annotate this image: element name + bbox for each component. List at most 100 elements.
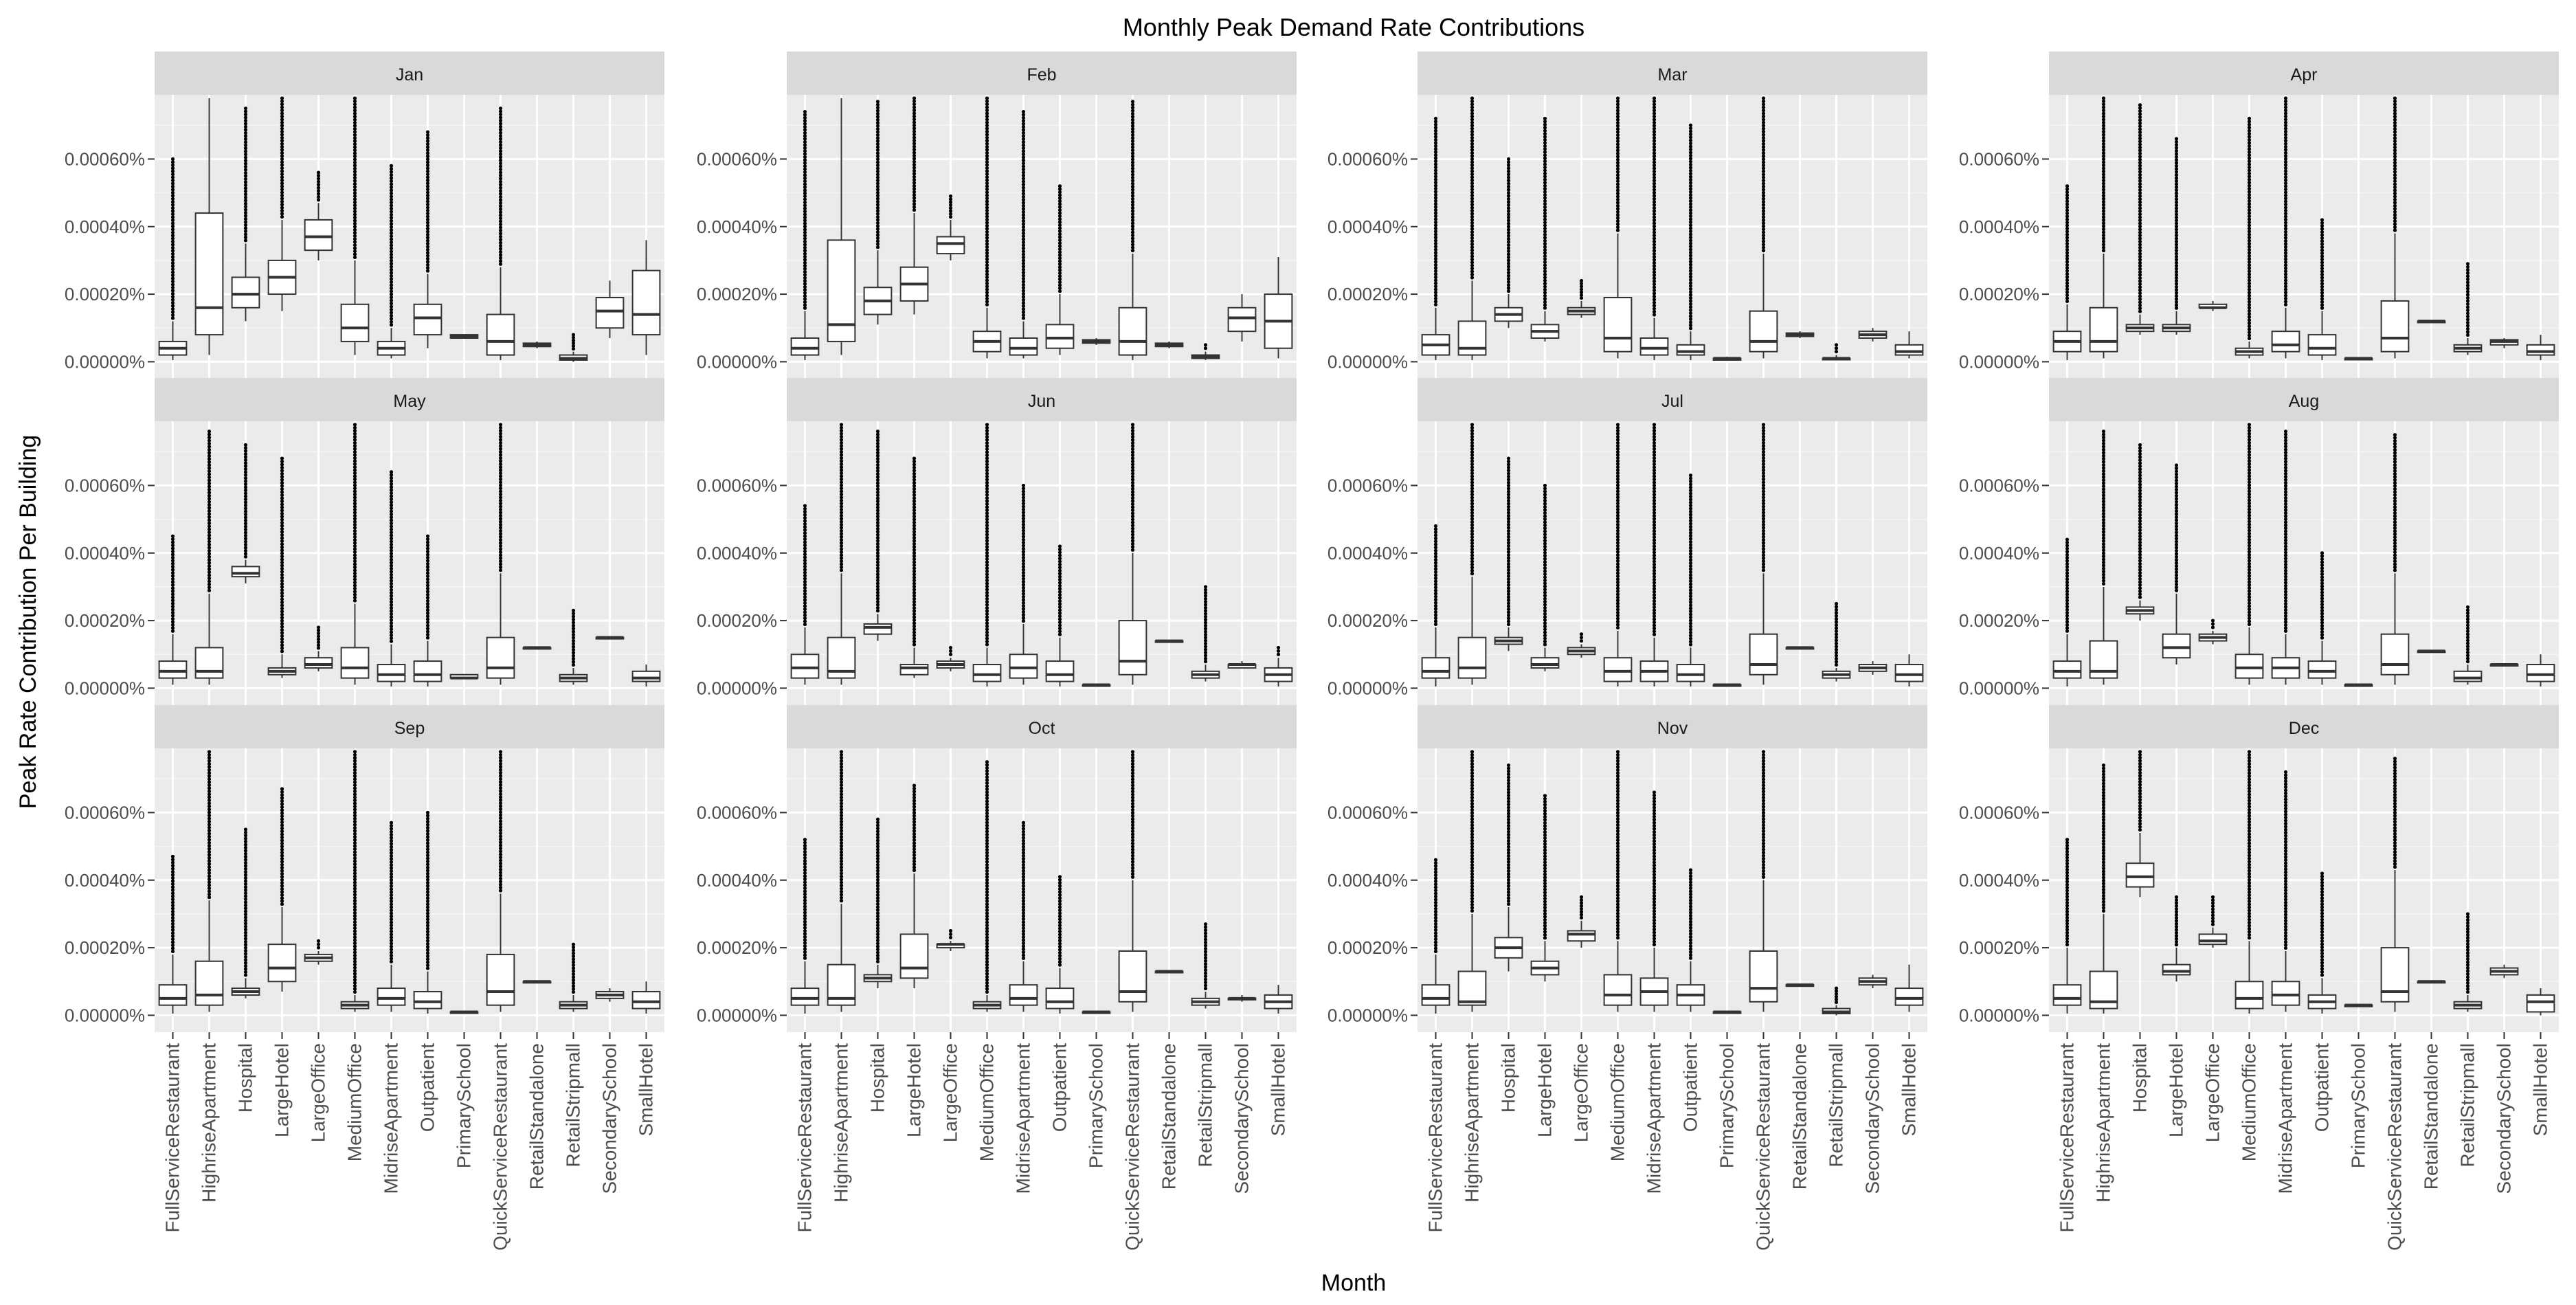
outlier-point [352, 471, 357, 476]
outlier-point [498, 107, 503, 111]
outlier-point [2174, 282, 2179, 286]
outlier-point [2465, 287, 2470, 291]
outlier-point [2247, 217, 2252, 221]
outlier-point [389, 896, 394, 900]
box-body [158, 984, 188, 1006]
outlier-point [243, 909, 248, 913]
outlier-point [1543, 129, 1547, 133]
outlier-point [1688, 226, 1693, 230]
outlier-point [1470, 242, 1475, 246]
outlier-point [1652, 252, 1657, 256]
outlier-point [2138, 553, 2142, 557]
outlier-point [1470, 267, 1475, 271]
outlier-point [2247, 330, 2252, 335]
outlier-point [1652, 456, 1657, 460]
outlier-point [2393, 99, 2397, 103]
outlier-point [803, 239, 807, 244]
outlier-point [1652, 425, 1657, 430]
outlier-point [498, 249, 503, 254]
outlier-point [2283, 251, 2288, 255]
outlier-point [1506, 179, 1511, 183]
outlier-point [1543, 153, 1547, 157]
outlier-point [1130, 166, 1135, 170]
outlier-point [1203, 645, 1208, 649]
outlier-point [1506, 227, 1511, 232]
outlier-point [912, 624, 917, 628]
outlier-point [2465, 645, 2470, 649]
box-mediumoffice [340, 423, 370, 685]
outlier-point [2393, 523, 2397, 527]
outlier-point [1688, 311, 1693, 315]
outlier-point [352, 592, 357, 596]
outlier-point [985, 493, 989, 497]
outlier-point [803, 137, 807, 141]
outlier-point [243, 229, 248, 234]
outlier-point [2465, 330, 2470, 334]
strip-sep [155, 705, 664, 748]
outlier-point [985, 508, 989, 512]
outlier-point [352, 523, 357, 527]
box-outpatient [1676, 123, 1705, 360]
outlier-point [389, 959, 394, 963]
outlier-point [2283, 596, 2288, 600]
outlier-point [352, 126, 357, 131]
outlier-point [839, 526, 844, 530]
outlier-point [1021, 271, 1026, 275]
outlier-point [2393, 532, 2397, 536]
outlier-point [1470, 425, 1475, 430]
outlier-point [1506, 289, 1511, 293]
outlier-point [352, 774, 357, 778]
outlier-point [1615, 139, 1620, 144]
outlier-point [2138, 537, 2142, 542]
outlier-point [1021, 179, 1026, 183]
outlier-point [912, 627, 917, 632]
outlier-point [1834, 623, 1839, 627]
outlier-point [352, 194, 357, 199]
outlier-point [875, 460, 880, 464]
outlier-point [352, 477, 357, 482]
outlier-point [1543, 257, 1547, 261]
outlier-point [2465, 283, 2470, 287]
outlier-point [1130, 109, 1135, 113]
y-tick-label: 0.00060% [65, 802, 145, 823]
outlier-point [1543, 563, 1547, 567]
outlier-point [170, 937, 175, 941]
outlier-point [1688, 534, 1693, 538]
outlier-point [1433, 129, 1438, 133]
outlier-point [207, 777, 212, 781]
outlier-point [2138, 489, 2142, 493]
outlier-point [207, 579, 212, 583]
outlier-point [2101, 432, 2106, 436]
outlier-point [1506, 240, 1511, 244]
outlier-point [352, 468, 357, 472]
box-body [1639, 337, 1669, 356]
outlier-point [1470, 135, 1475, 140]
outlier-point [352, 520, 357, 524]
outlier-point [425, 583, 430, 588]
outlier-point [243, 897, 248, 902]
outlier-point [1506, 280, 1511, 284]
outlier-point [1761, 468, 1766, 472]
outlier-point [803, 549, 807, 553]
outlier-point [280, 799, 284, 803]
outlier-point [571, 654, 576, 658]
outlier-point [1470, 544, 1475, 548]
outlier-point [352, 502, 357, 506]
outlier-point [803, 124, 807, 129]
outlier-point [803, 212, 807, 216]
outlier-point [2174, 466, 2179, 470]
outlier-point [2247, 165, 2252, 170]
outlier-point [1433, 278, 1438, 282]
outlier-point [1021, 201, 1026, 205]
outlier-point [425, 908, 430, 913]
outlier-point [912, 609, 917, 613]
outlier-point [1543, 171, 1547, 176]
outlier-point [1652, 188, 1657, 192]
outlier-point [912, 120, 917, 124]
outlier-point [985, 634, 989, 638]
outlier-point [803, 206, 807, 210]
outlier-point [1688, 594, 1693, 599]
outlier-point [2393, 228, 2397, 232]
outlier-point [2320, 300, 2325, 304]
outlier-point [803, 188, 807, 192]
